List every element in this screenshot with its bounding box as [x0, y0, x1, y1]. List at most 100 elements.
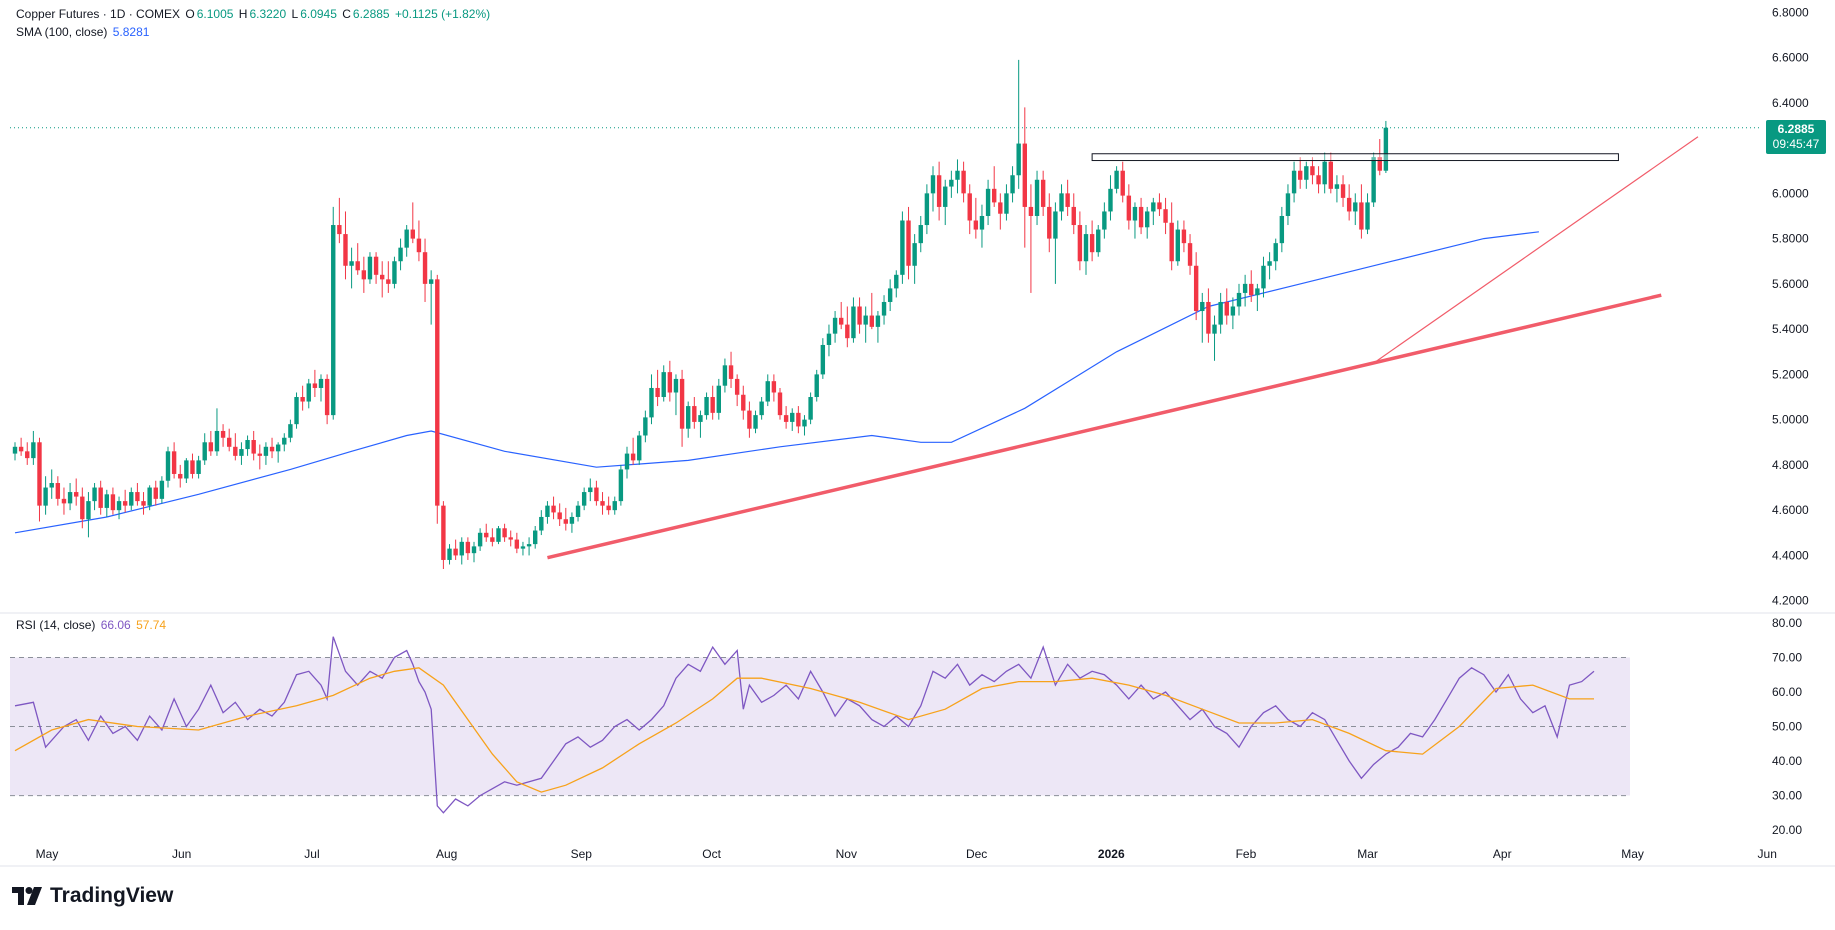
candle-body	[465, 541, 471, 554]
candle	[520, 541, 526, 556]
candle	[122, 489, 128, 513]
candle	[1193, 252, 1199, 321]
time-tick-label: Aug	[436, 847, 457, 861]
candle	[373, 252, 379, 284]
candle	[380, 261, 385, 298]
candle	[808, 392, 813, 425]
candle	[777, 387, 783, 420]
candle	[67, 483, 73, 511]
candle-body	[906, 220, 911, 266]
candle-body	[655, 387, 660, 398]
candle	[484, 523, 489, 542]
candle	[1059, 184, 1064, 221]
time-tick-label: Apr	[1493, 847, 1512, 861]
legend-close: 6.2885	[352, 7, 390, 21]
candle	[355, 243, 360, 275]
candle	[220, 424, 226, 447]
candle-body	[135, 492, 140, 502]
candle	[1047, 193, 1052, 253]
candle-body	[1163, 209, 1168, 223]
legend-open-label: O	[185, 7, 195, 21]
candle-body	[392, 261, 397, 284]
candle-body	[563, 519, 568, 524]
candle-body	[122, 501, 128, 506]
candle-body	[1065, 193, 1070, 207]
candle	[563, 507, 568, 531]
candle	[1322, 152, 1327, 194]
candle	[722, 358, 728, 393]
legend-sma-value: 5.8281	[112, 25, 150, 39]
candle-body	[1151, 202, 1156, 212]
time-tick-label: Feb	[1236, 847, 1257, 861]
candle	[1022, 107, 1027, 248]
candle	[1132, 202, 1138, 239]
candle	[526, 537, 532, 556]
candle	[790, 408, 795, 431]
rsi-tick-label: 30.00	[1772, 789, 1802, 803]
candle-body	[686, 406, 691, 429]
legend-change: +0.1125 (+1.82%)	[394, 7, 491, 21]
candle-body	[1261, 265, 1266, 289]
candle	[949, 170, 954, 198]
price-tick-label: 6.6000	[1772, 51, 1809, 65]
candle	[251, 430, 256, 461]
candle-body	[1071, 206, 1076, 226]
candle-body	[214, 430, 220, 452]
candle	[153, 480, 158, 506]
candle	[422, 238, 428, 302]
candle	[1267, 252, 1272, 280]
time-tick-label: Jun	[172, 847, 191, 861]
candle-body	[1034, 179, 1040, 216]
candle	[227, 428, 232, 452]
candle-body	[257, 453, 262, 456]
candle	[900, 211, 905, 284]
candle	[1151, 197, 1156, 226]
candle	[1114, 166, 1119, 194]
candle	[967, 184, 972, 235]
candle	[386, 261, 391, 293]
candle-body	[1353, 202, 1358, 212]
candle-body	[1022, 143, 1027, 207]
candle	[894, 270, 899, 298]
candle-body	[612, 501, 617, 511]
candle	[875, 311, 881, 343]
candle	[1157, 193, 1162, 216]
candle-body	[1077, 225, 1083, 262]
candle	[618, 464, 624, 506]
candle-body	[1242, 283, 1248, 293]
legend-symbol: Copper Futures · 1D · COMEX	[16, 7, 181, 21]
tradingview-logo[interactable]: TradingView	[12, 884, 173, 908]
candle	[435, 274, 440, 524]
legend-rsi-value: 66.06	[100, 618, 131, 632]
candle	[239, 442, 244, 465]
candle-body	[710, 397, 715, 413]
candle-body	[698, 415, 703, 422]
candle	[936, 161, 942, 221]
candle	[74, 478, 79, 506]
rsi-line	[14, 636, 1595, 814]
candle-body	[557, 512, 562, 520]
candle	[1053, 202, 1058, 284]
candle-body	[930, 175, 936, 194]
time-tick-label: Sep	[571, 847, 593, 861]
legend-close-label: C	[342, 7, 351, 21]
candle-body	[49, 483, 54, 488]
candle	[116, 496, 122, 520]
candle-body	[545, 505, 550, 517]
candle-body	[343, 234, 348, 266]
candle-body	[936, 175, 942, 207]
candle	[649, 374, 654, 425]
candle-body	[1059, 193, 1064, 212]
legend-low-label: L	[291, 7, 299, 21]
candle	[288, 419, 293, 443]
candle-body	[484, 532, 489, 538]
candle	[337, 197, 342, 244]
candle-body	[165, 451, 171, 481]
candle	[667, 360, 673, 402]
candle	[802, 415, 807, 436]
candle-body	[306, 383, 311, 402]
candle	[416, 220, 422, 262]
candle-body	[373, 256, 379, 275]
candle-body	[367, 256, 373, 280]
